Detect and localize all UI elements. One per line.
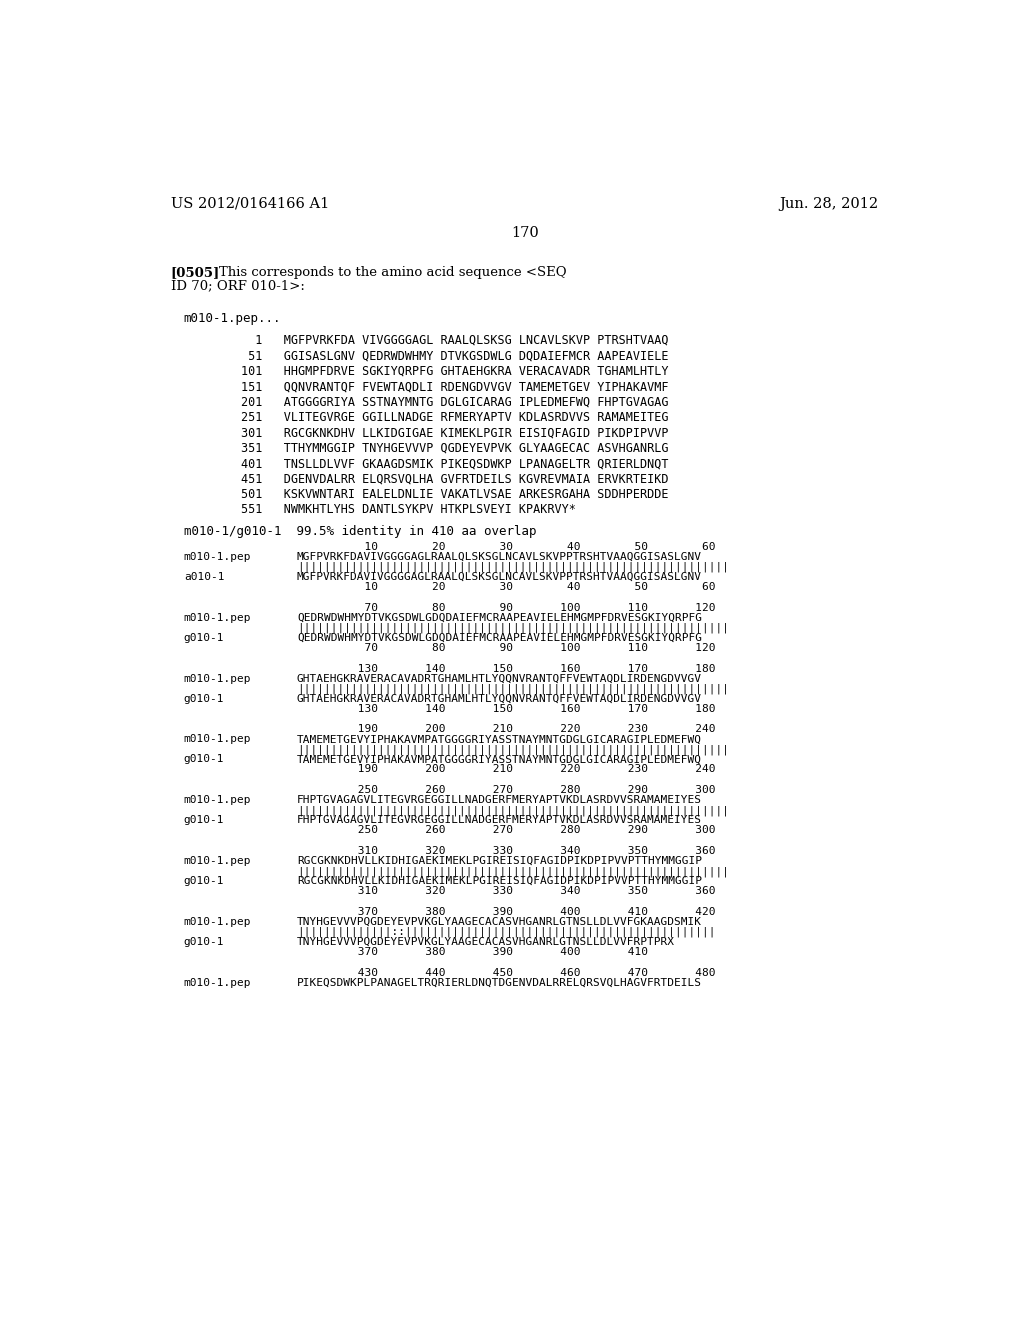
- Text: m010-1/g010-1  99.5% identity in 410 aa overlap: m010-1/g010-1 99.5% identity in 410 aa o…: [183, 525, 537, 539]
- Text: 250       260       270       280       290       300: 250 260 270 280 290 300: [297, 825, 716, 836]
- Text: 370       380       390       400       410: 370 380 390 400 410: [297, 946, 648, 957]
- Text: RGCGKNKDHVLLKIDHIGAEKIMEKLPGIREISIQFAGIDPIKDPIPVVPTTHYMMGGIP: RGCGKNKDHVLLKIDHIGAEKIMEKLPGIREISIQFAGID…: [297, 876, 701, 886]
- Text: 101   HHGMPFDRVE SGKIYQRPFG GHTAEHGKRA VERACAVADR TGHAMLHTLY: 101 HHGMPFDRVE SGKIYQRPFG GHTAEHGKRA VER…: [183, 364, 669, 378]
- Text: GHTAEHGKRAVERACAVADRTGHAMLHTLYQQNVRANTQFFVEWTAQDLIRDENGDVVGV: GHTAEHGKRAVERACAVADRTGHAMLHTLYQQNVRANTQF…: [297, 673, 701, 684]
- Text: This corresponds to the amino acid sequence <SEQ: This corresponds to the amino acid seque…: [219, 267, 567, 280]
- Text: QEDRWDWHMYDTVKGSDWLGDQDAIEFMCRAAPEAVIELEHMGMPFDRVESGKIYQRPFG: QEDRWDWHMYDTVKGSDWLGDQDAIEFMCRAAPEAVIELE…: [297, 632, 701, 643]
- Text: 430       440       450       460       470       480: 430 440 450 460 470 480: [297, 968, 716, 978]
- Text: 351   TTHYMMGGIP TNYHGEVVVP QGDEYEVPVK GLYAAGECAC ASVHGANRLG: 351 TTHYMMGGIP TNYHGEVVVP QGDEYEVPVK GLY…: [183, 442, 669, 455]
- Text: 151   QQNVRANTQF FVEWTAQDLI RDENGDVVGV TAMEMETGEV YIPHAKAVMF: 151 QQNVRANTQF FVEWTAQDLI RDENGDVVGV TAM…: [183, 380, 669, 393]
- Text: 190       200       210       220       230       240: 190 200 210 220 230 240: [297, 725, 716, 734]
- Text: m010-1.pep: m010-1.pep: [183, 552, 251, 562]
- Text: m010-1.pep: m010-1.pep: [183, 795, 251, 805]
- Text: m010-1.pep: m010-1.pep: [183, 917, 251, 927]
- Text: ||||||||||||||::||||||||||||||||||||||||||||||||||||||||||||||: ||||||||||||||::||||||||||||||||||||||||…: [297, 927, 716, 937]
- Text: g010-1: g010-1: [183, 632, 224, 643]
- Text: m010-1.pep: m010-1.pep: [183, 734, 251, 744]
- Text: 1   MGFPVRKFDA VIVGGGGAGL RAALQLSKSG LNCAVLSKVP PTRSHTVAAQ: 1 MGFPVRKFDA VIVGGGGAGL RAALQLSKSG LNCAV…: [183, 334, 669, 347]
- Text: 451   DGENVDALRR ELQRSVQLHA GVFRTDEILS KGVREVMAIA ERVKRTEIKD: 451 DGENVDALRR ELQRSVQLHA GVFRTDEILS KGV…: [183, 473, 669, 486]
- Text: m010-1.pep: m010-1.pep: [183, 978, 251, 987]
- Text: ||||||||||||||||||||||||||||||||||||||||||||||||||||||||||||||||: ||||||||||||||||||||||||||||||||||||||||…: [297, 562, 729, 573]
- Text: ||||||||||||||||||||||||||||||||||||||||||||||||||||||||||||||||: ||||||||||||||||||||||||||||||||||||||||…: [297, 866, 729, 876]
- Text: 310       320       330       340       350       360: 310 320 330 340 350 360: [297, 846, 716, 855]
- Text: MGFPVRKFDAVIVGGGGAGLRAALQLSKSGLNCAVLSKVPPTRSHTVAAQGGISASLGNV: MGFPVRKFDAVIVGGGGAGLRAALQLSKSGLNCAVLSKVP…: [297, 572, 701, 582]
- Text: 401   TNSLLDLVVF GKAAGDSMIK PIKEQSDWKP LPANAGELTR QRIERLDNQT: 401 TNSLLDLVVF GKAAGDSMIK PIKEQSDWKP LPA…: [183, 457, 669, 470]
- Text: a010-1: a010-1: [183, 572, 224, 582]
- Text: 170: 170: [511, 226, 539, 240]
- Text: ||||||||||||||||||||||||||||||||||||||||||||||||||||||||||||||||: ||||||||||||||||||||||||||||||||||||||||…: [297, 744, 729, 755]
- Text: g010-1: g010-1: [183, 755, 224, 764]
- Text: TAMEMETGEVYIPHAKAVMPATGGGGRIYASSTNAYMNTGDGLGICARAGIPLEDMEFWQ: TAMEMETGEVYIPHAKAVMPATGGGGRIYASSTNAYMNTG…: [297, 755, 701, 764]
- Text: QEDRWDWHMYDTVKGSDWLGDQDAIEFMCRAAPEAVIELEHMGMPFDRVESGKIYQRPFG: QEDRWDWHMYDTVKGSDWLGDQDAIEFMCRAAPEAVIELE…: [297, 612, 701, 623]
- Text: m010-1.pep...: m010-1.pep...: [183, 313, 282, 326]
- Text: m010-1.pep: m010-1.pep: [183, 673, 251, 684]
- Text: 130       140       150       160       170       180: 130 140 150 160 170 180: [297, 664, 716, 673]
- Text: ||||||||||||||||||||||||||||||||||||||||||||||||||||||||||||||||: ||||||||||||||||||||||||||||||||||||||||…: [297, 623, 729, 634]
- Text: 551   NWMKHTLYHS DANTLSYKPV HTKPLSVEYI KPAKRVY*: 551 NWMKHTLYHS DANTLSYKPV HTKPLSVEYI KPA…: [183, 503, 575, 516]
- Text: g010-1: g010-1: [183, 937, 224, 946]
- Text: m010-1.pep: m010-1.pep: [183, 612, 251, 623]
- Text: 190       200       210       220       230       240: 190 200 210 220 230 240: [297, 764, 716, 775]
- Text: 70        80        90       100       110       120: 70 80 90 100 110 120: [297, 603, 716, 612]
- Text: 250       260       270       280       290       300: 250 260 270 280 290 300: [297, 785, 716, 795]
- Text: 370       380       390       400       410       420: 370 380 390 400 410 420: [297, 907, 716, 917]
- Text: US 2012/0164166 A1: US 2012/0164166 A1: [171, 197, 329, 211]
- Text: PIKEQSDWKPLPANAGELTRQRIERLDNQTDGENVDALRRELQRSVQLHAGVFRTDEILS: PIKEQSDWKPLPANAGELTRQRIERLDNQTDGENVDALRR…: [297, 978, 701, 987]
- Text: 70        80        90       100       110       120: 70 80 90 100 110 120: [297, 643, 716, 652]
- Text: 251   VLITEGVRGE GGILLNADGE RFMERYAPTV KDLASRDVVS RAMAMEITEG: 251 VLITEGVRGE GGILLNADGE RFMERYAPTV KDL…: [183, 411, 669, 424]
- Text: 10        20        30        40        50        60: 10 20 30 40 50 60: [297, 582, 716, 591]
- Text: Jun. 28, 2012: Jun. 28, 2012: [779, 197, 879, 211]
- Text: GHTAEHGKRAVERACAVADRTGHAMLHTLYQQNVRANTQFFVEWTAQDLIRDENGDVVGV: GHTAEHGKRAVERACAVADRTGHAMLHTLYQQNVRANTQF…: [297, 693, 701, 704]
- Text: ID 70; ORF 010-1>:: ID 70; ORF 010-1>:: [171, 280, 304, 292]
- Text: RGCGKNKDHVLLKIDHIGAEKIMEKLPGIREISIQFAGIDPIKDPIPVVPTTHYMMGGIP: RGCGKNKDHVLLKIDHIGAEKIMEKLPGIREISIQFAGID…: [297, 857, 701, 866]
- Text: FHPTGVAGAGVLITEGVRGEGGILLNADGERFMERYAPTVKDLASRDVVSRAMAMEIYES: FHPTGVAGAGVLITEGVRGEGGILLNADGERFMERYAPTV…: [297, 816, 701, 825]
- Text: MGFPVRKFDAVIVGGGGAGLRAALQLSKSGLNCAVLSKVPPTRSHTVAAQGGISASLGNV: MGFPVRKFDAVIVGGGGAGLRAALQLSKSGLNCAVLSKVP…: [297, 552, 701, 562]
- Text: TAMEMETGEVYIPHAKAVMPATGGGGRIYASSTNAYMNTGDGLGICARAGIPLEDMEFWQ: TAMEMETGEVYIPHAKAVMPATGGGGRIYASSTNAYMNTG…: [297, 734, 701, 744]
- Text: 501   KSKVWNTARI EALELDNLIE VAKATLVSAE ARKESRGAHA SDDHPERDDE: 501 KSKVWNTARI EALELDNLIE VAKATLVSAE ARK…: [183, 488, 669, 502]
- Text: g010-1: g010-1: [183, 693, 224, 704]
- Text: m010-1.pep: m010-1.pep: [183, 857, 251, 866]
- Text: g010-1: g010-1: [183, 816, 224, 825]
- Text: FHPTGVAGAGVLITEGVRGEGGILLNADGERFMERYAPTVKDLASRDVVSRAMAMEIYES: FHPTGVAGAGVLITEGVRGEGGILLNADGERFMERYAPTV…: [297, 795, 701, 805]
- Text: g010-1: g010-1: [183, 876, 224, 886]
- Text: 10        20        30        40        50        60: 10 20 30 40 50 60: [297, 543, 716, 552]
- Text: 201   ATGGGGRIYA SSTNAYMNTG DGLGICARAG IPLEDMEFWQ FHPTGVAGAG: 201 ATGGGGRIYA SSTNAYMNTG DGLGICARAG IPL…: [183, 396, 669, 409]
- Text: TNYHGEVVVPQGDEYEVPVKGLYAAGECACASVHGANRLGTNSLLDLVVFRPTPRX: TNYHGEVVVPQGDEYEVPVKGLYAAGECACASVHGANRLG…: [297, 937, 675, 946]
- Text: TNYHGEVVVPQGDEYEVPVKGLYAAGECACASVHGANRLGTNSLLDLVVFGKAAGDSMIK: TNYHGEVVVPQGDEYEVPVKGLYAAGECACASVHGANRLG…: [297, 917, 701, 927]
- Text: 51   GGISASLGNV QEDRWDWHMY DTVKGSDWLG DQDAIEFMCR AAPEAVIELE: 51 GGISASLGNV QEDRWDWHMY DTVKGSDWLG DQDA…: [183, 350, 669, 363]
- Text: [0505]: [0505]: [171, 267, 220, 280]
- Text: 301   RGCGKNKDHV LLKIDGIGAE KIMEKLPGIR EISIQFAGID PIKDPIPVVP: 301 RGCGKNKDHV LLKIDGIGAE KIMEKLPGIR EIS…: [183, 426, 669, 440]
- Text: 130       140       150       160       170       180: 130 140 150 160 170 180: [297, 704, 716, 714]
- Text: ||||||||||||||||||||||||||||||||||||||||||||||||||||||||||||||||: ||||||||||||||||||||||||||||||||||||||||…: [297, 684, 729, 694]
- Text: ||||||||||||||||||||||||||||||||||||||||||||||||||||||||||||||||: ||||||||||||||||||||||||||||||||||||||||…: [297, 805, 729, 816]
- Text: 310       320       330       340       350       360: 310 320 330 340 350 360: [297, 886, 716, 896]
